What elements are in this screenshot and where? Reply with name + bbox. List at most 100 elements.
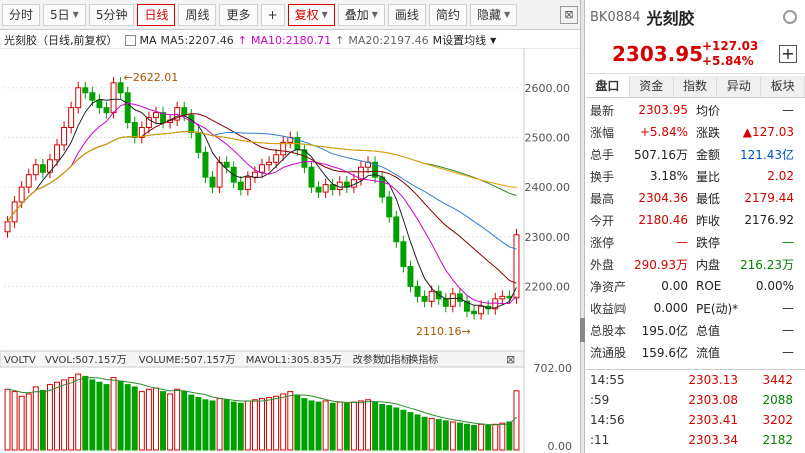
quote-value: 195.0亿 — [641, 323, 688, 338]
candle-body — [96, 99, 103, 109]
volume-bar — [68, 377, 75, 451]
candle-body — [456, 293, 463, 302]
ma-line — [7, 98, 517, 309]
ma-label: MA — [139, 33, 157, 47]
volume-bar — [145, 388, 152, 451]
toolbar-button-6[interactable]: + — [260, 3, 285, 26]
toolbar-button-label: 5日 — [50, 8, 70, 22]
quote-label: 昨收 — [696, 213, 721, 228]
quote-panel: BK0884 光刻胶 2303.95 +127.03 +5.84% + 盘口 资金… — [586, 0, 805, 453]
volume-bar — [386, 405, 393, 451]
quote-label: 涨停 — [590, 235, 615, 250]
chevron-down-icon[interactable]: ▼ — [490, 35, 497, 45]
candle-body — [54, 144, 60, 161]
quote-row: 最新 2303.95 均价 — — [586, 99, 805, 121]
candle-body — [251, 171, 258, 178]
toolbar-button-9[interactable]: 画线 — [387, 3, 426, 26]
volume-header-label[interactable]: 改参数 — [353, 353, 383, 366]
volume-bar — [181, 391, 188, 451]
toolbar-button-3[interactable]: 日线 — [137, 3, 176, 26]
quote-tab-2[interactable]: 指数 — [673, 76, 718, 97]
toolbar-button-10[interactable]: 简约 — [428, 3, 467, 26]
candle-body — [244, 176, 251, 191]
candle-body — [407, 266, 414, 287]
volume-bar — [25, 393, 32, 451]
quote-table: 最新 2303.95 均价 — 涨幅 +5.84% 涨跌 ▲127.03 总手 507.16万 金额… — [586, 98, 805, 363]
candle-body — [181, 107, 188, 116]
y-tick-label: 2300.00 — [525, 231, 571, 244]
gear-icon[interactable] — [783, 10, 797, 24]
candle-body — [266, 161, 273, 166]
tick-t: 14:55 — [590, 373, 625, 387]
volume-header-label: VOLUME:507.157万 — [139, 355, 236, 366]
toolbar-button-1[interactable]: 5日 ▼ — [43, 3, 86, 26]
volume-bar — [230, 401, 237, 451]
volume-bar — [32, 386, 39, 451]
toolbar-button-4[interactable]: 周线 — [178, 3, 217, 26]
volume-header-label[interactable]: 换指标 — [408, 353, 438, 366]
volume-bar — [188, 394, 195, 451]
toolbar-button-5[interactable]: 更多 — [219, 3, 258, 26]
quote-value: 3.18% — [649, 169, 688, 183]
quote-value: 290.93万 — [634, 257, 688, 272]
candle-body — [478, 305, 485, 315]
ma-toggle-checkbox[interactable] — [124, 34, 136, 46]
candle-body — [145, 117, 152, 129]
ma-settings-link[interactable]: M设置均线 — [432, 34, 487, 47]
quote-value: 216.23万 — [740, 257, 794, 272]
candle-body — [152, 112, 159, 119]
toolbar-button-label: 日线 — [144, 8, 169, 22]
toolbar-button-8[interactable]: 叠加 ▼ — [337, 3, 385, 26]
quote-label: 跌停 — [696, 235, 721, 250]
volume-header-label: VOLTV — [4, 355, 36, 366]
volume-bar — [407, 412, 414, 451]
quote-tab-4[interactable]: 板块 — [761, 76, 805, 97]
tick-row: :11 2303.34 2182 — [586, 430, 805, 450]
add-watchlist-button[interactable]: + — [779, 44, 797, 63]
quote-row: 总手 507.16万 金额 121.43亿 — [586, 143, 805, 165]
quote-tab-1[interactable]: 资金 — [629, 76, 674, 97]
candle-body — [414, 285, 421, 297]
toolbar-button-label: 更多 — [226, 8, 251, 22]
quote-value: 2179.44 — [744, 191, 794, 205]
volume-bar — [435, 419, 442, 451]
candle-body — [39, 164, 46, 173]
tick-v: 2182 — [762, 433, 793, 447]
volume-header-label[interactable]: 加指标 — [381, 353, 411, 366]
kline-chart[interactable]: 2600.00 2500.00 2400.00 2300.00 2200.00 ←2622… — [0, 48, 580, 453]
quote-tab-0[interactable]: 盘口 — [586, 76, 630, 97]
quote-value: 2176.92 — [744, 213, 794, 227]
toolbar-button-7[interactable]: 复权 ▼ — [287, 3, 335, 26]
quote-row: 净资产 0.00 ROE 0.00% — [586, 275, 805, 297]
price-block: 2303.95 +127.03 +5.84% + — [586, 34, 805, 74]
volume-bar — [124, 384, 131, 451]
volume-bar — [372, 401, 379, 451]
toolbar-button-11[interactable]: 隐藏 ▼ — [469, 3, 518, 26]
toolbar-button-label: 画线 — [394, 8, 419, 22]
volume-ma-line — [7, 377, 517, 426]
tick-t: 14:56 — [590, 413, 625, 427]
close-icon[interactable]: ⊠ — [506, 353, 515, 366]
volume-bar — [75, 373, 82, 451]
volume-bar — [471, 424, 478, 451]
candle-body — [18, 186, 25, 203]
candle-body — [25, 174, 32, 188]
tick-p: 2303.08 — [688, 393, 738, 407]
close-icon[interactable]: ⊠ — [560, 5, 578, 24]
chart-legend: 光刻胶（日线,前复权） MA MA5:2207.46 ↑ MA10:2180.7… — [0, 30, 580, 50]
toolbar-button-label: 周线 — [185, 8, 210, 22]
toolbar-button-0[interactable]: 分时 — [2, 3, 41, 26]
quote-value: 0.000 — [653, 301, 688, 315]
tick-row: 14:56 2303.41 3202 — [586, 410, 805, 430]
volume-bar — [216, 398, 223, 451]
candle-body — [499, 295, 506, 300]
collapse-handle[interactable] — [580, 318, 585, 342]
sector-code: BK0884 — [590, 9, 641, 25]
chevron-down-icon: ▼ — [371, 10, 378, 19]
tick-row: :59 2303.08 2088 — [586, 390, 805, 410]
panel-divider[interactable] — [580, 0, 585, 453]
toolbar-button-2[interactable]: 5分钟 — [88, 3, 135, 26]
volume-bar — [54, 381, 60, 451]
quote-tab-3[interactable]: 异动 — [717, 76, 762, 97]
quote-label: 均价 — [696, 103, 721, 118]
